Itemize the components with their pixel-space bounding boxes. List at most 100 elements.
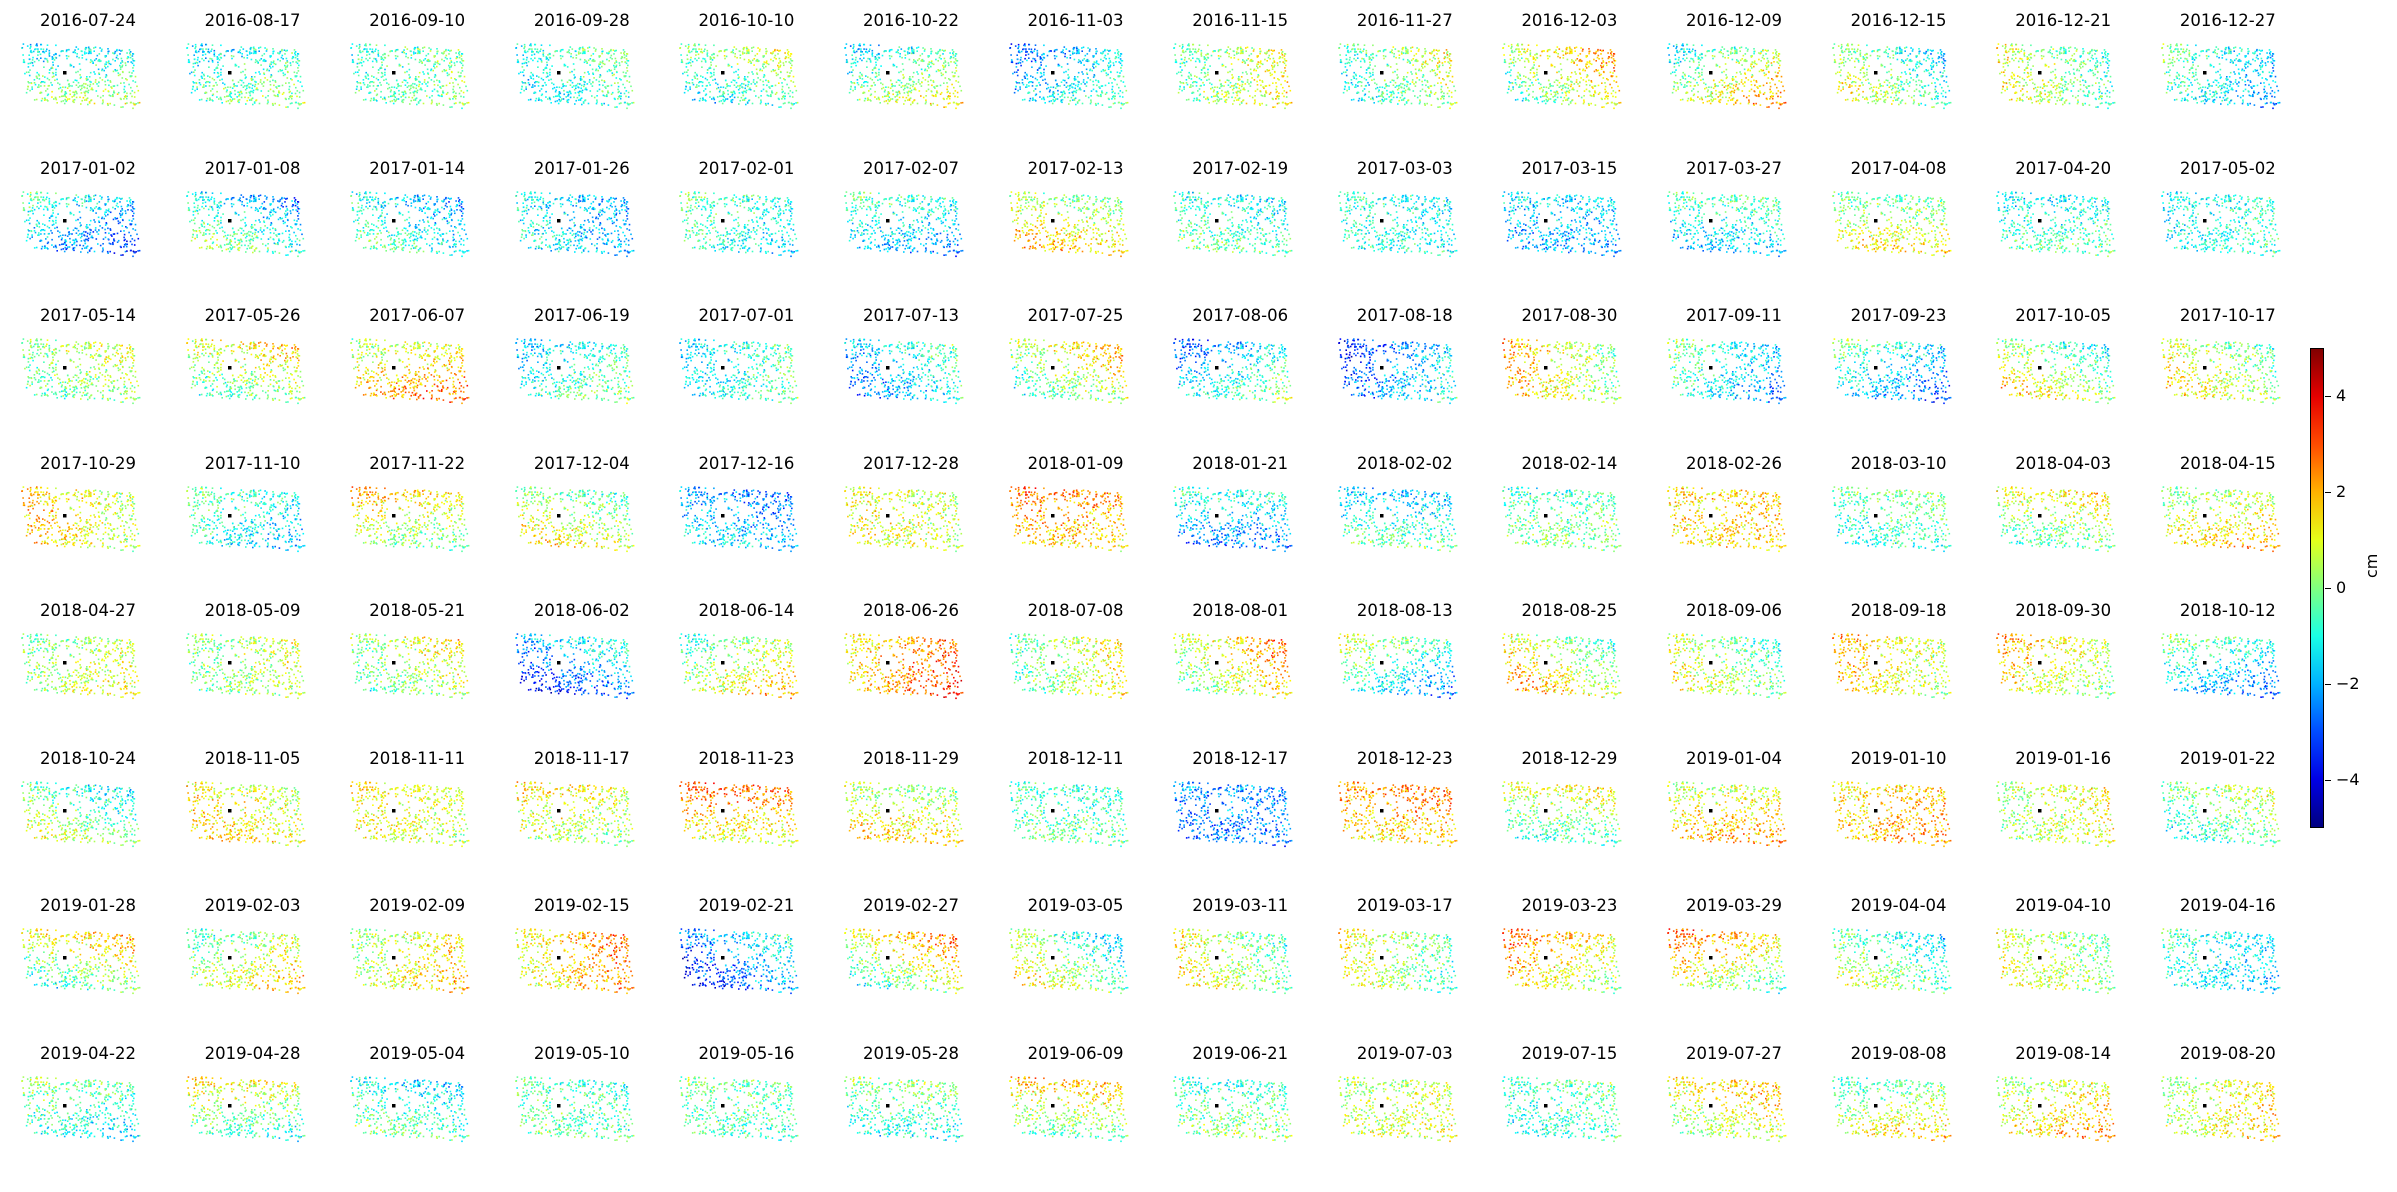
displacement-point xyxy=(454,95,456,97)
displacement-map xyxy=(836,35,972,119)
displacement-point xyxy=(1206,59,1208,61)
displacement-point xyxy=(1096,95,1098,97)
displacement-point xyxy=(220,99,222,101)
displacement-point xyxy=(195,50,197,52)
displacement-point xyxy=(376,78,378,80)
displacement-point xyxy=(524,46,526,48)
displacement-point xyxy=(853,46,855,48)
displacement-point xyxy=(711,64,713,66)
displacement-point xyxy=(1218,58,1220,60)
displacement-point xyxy=(1264,95,1266,97)
displacement-point xyxy=(1024,58,1026,60)
displacement-point xyxy=(1593,52,1595,54)
displacement-point xyxy=(861,84,863,86)
displacement-point xyxy=(1530,50,1532,52)
displacement-point xyxy=(1097,80,1099,82)
displacement-point xyxy=(1110,72,1112,74)
displacement-point xyxy=(369,85,371,87)
displacement-point xyxy=(570,56,572,58)
displacement-point xyxy=(626,108,628,110)
displacement-point xyxy=(962,102,964,104)
displacement-point xyxy=(405,97,407,99)
displacement-point xyxy=(1583,103,1585,105)
displacement-point xyxy=(1053,55,1055,57)
displacement-point xyxy=(1538,102,1540,104)
displacement-point xyxy=(688,63,690,65)
displacement-point xyxy=(562,98,564,100)
displacement-point xyxy=(1018,83,1020,85)
displacement-point xyxy=(620,79,622,81)
displacement-point xyxy=(1240,90,1242,92)
displacement-point xyxy=(542,72,544,74)
displacement-point xyxy=(42,75,44,77)
displacement-point xyxy=(698,54,700,56)
displacement-point xyxy=(1201,50,1203,52)
displacement-point xyxy=(1174,54,1176,56)
displacement-point xyxy=(385,79,387,81)
displacement-point xyxy=(28,54,30,56)
displacement-point xyxy=(413,99,415,101)
displacement-point xyxy=(192,86,194,88)
displacement-point xyxy=(1077,52,1079,54)
displacement-point xyxy=(405,93,407,95)
displacement-point xyxy=(273,95,275,97)
displacement-point xyxy=(206,98,208,100)
displacement-point xyxy=(52,76,54,78)
displacement-point xyxy=(949,79,951,81)
displacement-point xyxy=(733,79,735,81)
displacement-point xyxy=(704,50,706,52)
displacement-point xyxy=(622,84,624,86)
displacement-point xyxy=(227,95,229,97)
displacement-point xyxy=(41,100,43,102)
displacement-point xyxy=(747,76,749,78)
displacement-point xyxy=(853,50,855,52)
displacement-point xyxy=(107,103,109,105)
displacement-point xyxy=(928,84,930,86)
displacement-point xyxy=(1437,99,1439,101)
displacement-point xyxy=(1430,92,1432,94)
displacement-point xyxy=(62,86,64,88)
displacement-point xyxy=(48,54,50,56)
displacement-point xyxy=(538,58,540,60)
displacement-point xyxy=(126,102,128,104)
displacement-point xyxy=(302,102,304,104)
displacement-point xyxy=(213,55,215,57)
displacement-point xyxy=(855,65,857,67)
displacement-point xyxy=(1176,73,1178,75)
displacement-point xyxy=(272,53,274,55)
displacement-point xyxy=(899,91,901,93)
displacement-point xyxy=(1035,100,1037,102)
displacement-point xyxy=(1412,90,1414,92)
displacement-point xyxy=(221,79,223,81)
displacement-point xyxy=(413,92,415,94)
displacement-point xyxy=(694,76,696,78)
displacement-point xyxy=(752,71,754,73)
displacement-point xyxy=(919,58,921,60)
displacement-point xyxy=(925,79,927,81)
displacement-point xyxy=(1074,76,1076,78)
displacement-point xyxy=(1433,85,1435,87)
displacement-point xyxy=(1421,65,1423,67)
displacement-point xyxy=(1385,98,1387,100)
displacement-point xyxy=(905,85,907,87)
displacement-point xyxy=(1241,86,1243,88)
displacement-point xyxy=(734,46,736,48)
displacement-point xyxy=(69,90,71,92)
displacement-point xyxy=(605,95,607,97)
displacement-point xyxy=(725,98,727,100)
displacement-point xyxy=(710,84,712,86)
displacement-point xyxy=(1020,51,1022,53)
displacement-point xyxy=(1030,61,1032,63)
displacement-point xyxy=(86,88,88,90)
displacement-point xyxy=(710,76,712,78)
displacement-point xyxy=(1023,48,1025,50)
displacement-point xyxy=(1067,74,1069,76)
displacement-point xyxy=(1083,90,1085,92)
displacement-point xyxy=(107,104,109,106)
displacement-point xyxy=(1610,49,1612,51)
displacement-point xyxy=(731,52,733,54)
displacement-point xyxy=(1039,76,1041,78)
displacement-point xyxy=(863,48,865,50)
displacement-point xyxy=(1196,99,1198,101)
displacement-point xyxy=(220,54,222,56)
